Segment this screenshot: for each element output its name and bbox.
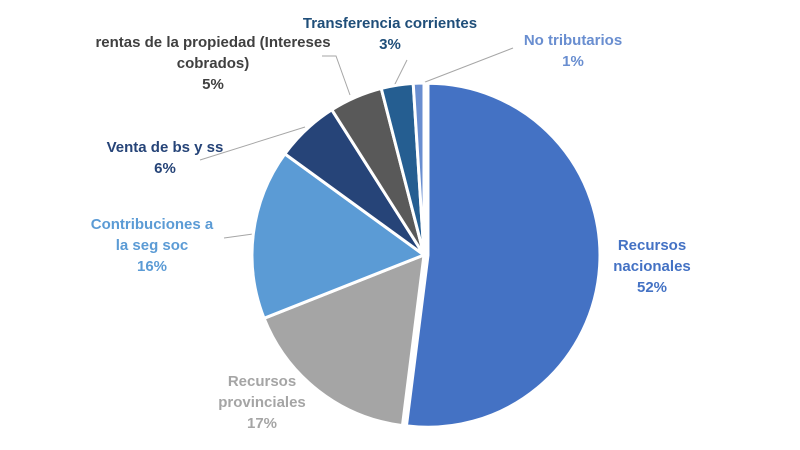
slice-category-label: rentas de la propiedad (Intereses (95, 34, 330, 51)
slice-category-label: Venta de bs y ss (107, 139, 224, 156)
pie-slices (250, 81, 602, 429)
slice-category-label: No tributarios (524, 32, 622, 49)
pie-slice (250, 152, 426, 320)
slice-category-label: Recursos (228, 373, 296, 390)
slice-category-label: la seg soc (116, 237, 189, 254)
slice-percent-label: 1% (562, 53, 584, 70)
pie-slice (411, 81, 426, 257)
slice-percent-label: 52% (637, 279, 667, 296)
data-labels: Recursos nacionales 52% Recursos provinciale… (91, 15, 691, 432)
leader-lines (199, 47, 514, 239)
slice-percent-label: 17% (247, 415, 277, 432)
slice-category-label: Recursos (618, 237, 686, 254)
slice-percent-label: 6% (154, 160, 176, 177)
slice-category-label: cobrados) (177, 55, 250, 72)
slice-category-label: nacionales (613, 258, 691, 275)
leader-line (322, 55, 351, 96)
leader-line (199, 126, 306, 161)
leader-line (223, 233, 254, 239)
slice-percent-label: 3% (379, 36, 401, 53)
slice-category-label: provinciales (218, 394, 306, 411)
leader-line (393, 59, 408, 87)
slice-category-label: Transferencia corrientes (303, 15, 477, 32)
pie-slice (404, 81, 602, 429)
slice-percent-label: 5% (202, 76, 224, 93)
slice-percent-label: 16% (137, 258, 167, 275)
leader-line (419, 47, 514, 85)
slice-category-label: Contribuciones a (91, 216, 214, 233)
pie-slice (262, 253, 426, 428)
